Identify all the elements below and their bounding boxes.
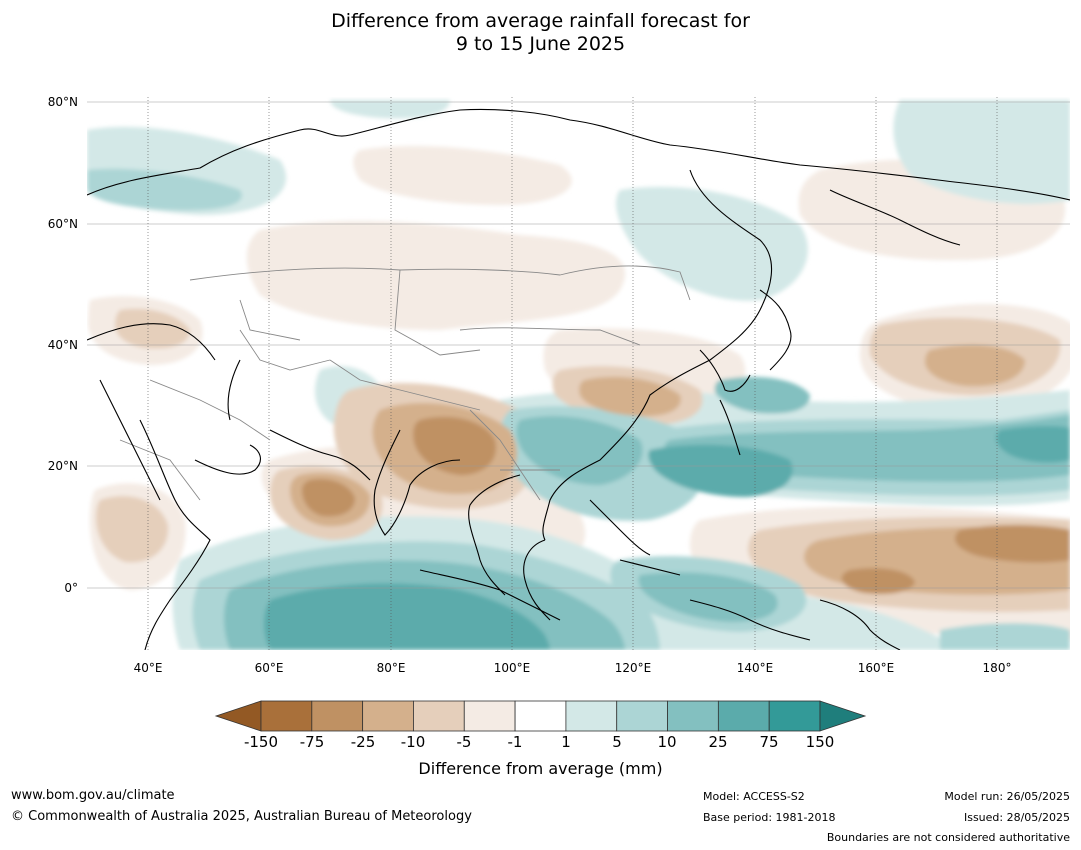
colorbar-tick: 75	[759, 733, 779, 751]
lon-label-180: 180°	[982, 661, 1012, 675]
rainfall-anomaly-map	[87, 97, 1070, 650]
footer-model-run: Model run: 26/05/2025	[944, 790, 1070, 803]
footer-base-period: Base period: 1981-2018	[703, 811, 836, 824]
colorbar-segment	[717, 700, 770, 732]
lat-label-0: 0°	[64, 581, 78, 595]
lat-label-80n: 80°N	[47, 95, 78, 109]
colorbar-under-arrow	[214, 700, 262, 732]
lon-label-80e: 80°E	[376, 661, 406, 675]
lat-label-20n: 20°N	[47, 459, 78, 473]
colorbar-segment	[565, 700, 618, 732]
footer-copyright: © Commonwealth of Australia 2025, Austra…	[11, 809, 472, 824]
lon-label-40e: 40°E	[133, 661, 163, 675]
footer-website[interactable]: www.bom.gov.au/climate	[11, 788, 175, 803]
lat-label-40n: 40°N	[47, 338, 78, 352]
colorbar-tick: -25	[350, 733, 376, 751]
coastlines	[87, 108, 1070, 650]
colorbar-tick: 25	[708, 733, 728, 751]
colorbar-segment	[463, 700, 516, 732]
footer-boundaries-note: Boundaries are not considered authoritat…	[826, 831, 1070, 844]
colorbar-segment	[413, 700, 465, 732]
colorbar-segment	[362, 700, 414, 732]
map-grid	[87, 101, 1070, 589]
map-title-line1: Difference from average rainfall forecas…	[331, 10, 750, 32]
colorbar-tick: 1	[561, 733, 571, 751]
map-meridians	[147, 97, 998, 650]
colorbar-label: Difference from average (mm)	[418, 759, 663, 778]
colorbar-tick: 150	[805, 733, 835, 751]
lon-label-60e: 60°E	[254, 661, 284, 675]
colorbar-tick: 5	[612, 733, 622, 751]
colorbar-segment	[768, 700, 821, 732]
colorbar-segment	[616, 700, 668, 732]
lon-label-160e: 160°E	[857, 661, 895, 675]
lat-label-60n: 60°N	[47, 217, 78, 231]
colorbar-tick: -1	[507, 733, 523, 751]
colorbar-segment	[311, 700, 364, 732]
colorbar-tick: -150	[243, 733, 279, 751]
colorbar-segment	[667, 700, 719, 732]
colorbar-segment	[260, 700, 313, 732]
map-plot-area	[87, 97, 1070, 650]
colorbar-tick: -75	[299, 733, 325, 751]
lon-label-100e: 100°E	[493, 661, 531, 675]
colorbar-segments	[260, 700, 821, 732]
lon-label-120e: 120°E	[614, 661, 652, 675]
colorbar-over-arrow	[819, 700, 867, 732]
colorbar-tick: -10	[400, 733, 426, 751]
country-borders	[119, 265, 691, 501]
map-title-line2: 9 to 15 June 2025	[455, 33, 626, 55]
colorbar-segment	[514, 700, 567, 732]
lon-label-140e: 140°E	[736, 661, 774, 675]
anomaly-fill-layer	[87, 100, 1070, 650]
footer-model: Model: ACCESS-S2	[703, 790, 805, 803]
footer-issued: Issued: 28/05/2025	[963, 811, 1070, 824]
colorbar-tick: 10	[657, 733, 677, 751]
colorbar-tick: -5	[456, 733, 472, 751]
